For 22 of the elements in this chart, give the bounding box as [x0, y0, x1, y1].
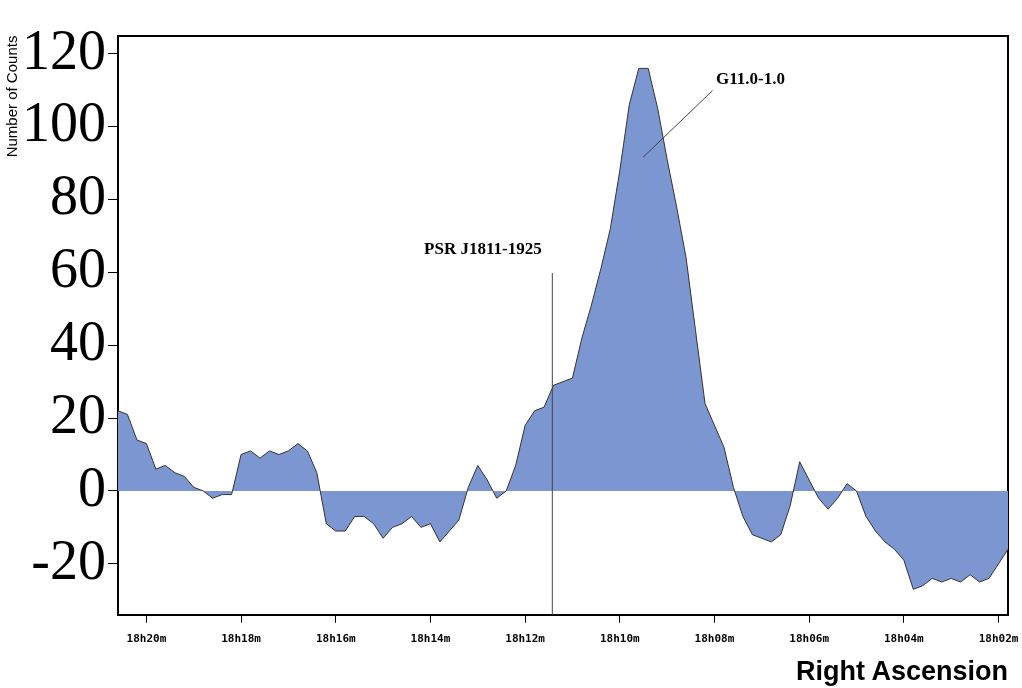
x-tick-label: 18h20m [126, 632, 167, 646]
y-tick-label: 100 [22, 91, 106, 154]
y-tick-label: 0 [78, 455, 106, 518]
y-tick-label: 20 [50, 382, 106, 445]
y-tick-label: 80 [50, 164, 106, 227]
y-tick-label: 120 [22, 18, 106, 81]
x-tick-label: 18h04m [883, 632, 925, 646]
x-tick-label: 18h02m [978, 632, 1019, 646]
y-tick-label: -20 [31, 528, 106, 591]
x-tick-label: 18h14m [410, 632, 451, 646]
y-tick-label: 60 [50, 237, 106, 300]
x-tick-label: 18h06m [789, 632, 830, 646]
y-axis-title: Number of Counts [3, 35, 21, 158]
x-tick-label: 18h18m [221, 632, 262, 646]
x-tick-label: 18h16m [315, 632, 356, 646]
annotation: PSR J1811-1925 [424, 239, 542, 259]
annotation: G11.0-1.0 [716, 68, 786, 88]
x-tick-label: 18h12m [505, 632, 546, 646]
y-tick-label: 40 [50, 309, 106, 372]
x-axis-title: Right Ascension [795, 655, 1008, 686]
x-tick-label: 18h10m [599, 632, 641, 646]
x-tick-label: 18h08m [694, 632, 735, 646]
